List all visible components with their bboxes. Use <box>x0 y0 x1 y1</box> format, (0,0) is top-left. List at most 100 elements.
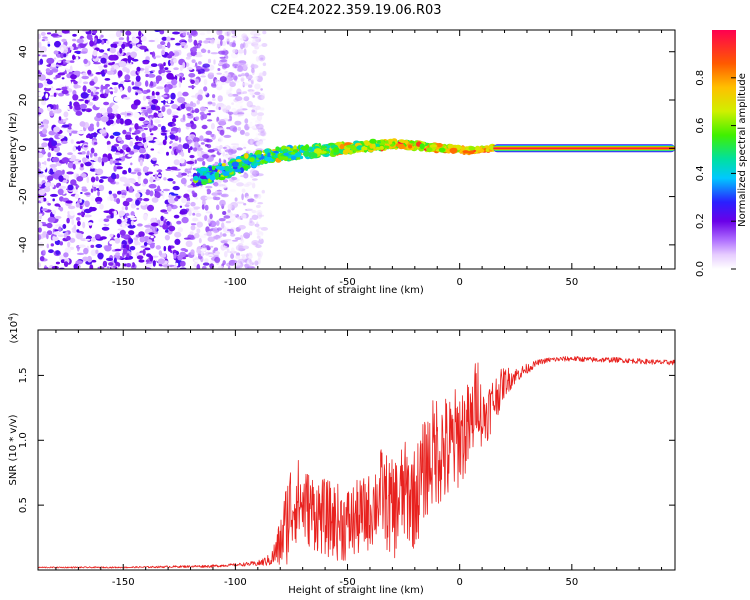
spectrogram-noise-blob <box>39 72 42 75</box>
spectrogram-noise-blob <box>133 112 140 119</box>
spectrogram-noise-blob <box>69 65 73 72</box>
spectrogram-noise-blob <box>110 91 114 95</box>
spectrogram-noise-blob <box>243 232 251 239</box>
spectrogram-noise-blob <box>257 132 263 136</box>
spectrogram-noise-blob <box>232 127 238 133</box>
spectrogram-noise-blob <box>255 204 261 209</box>
spectrogram-noise-blob <box>161 36 168 41</box>
spectrogram-noise-blob <box>223 227 231 234</box>
spectrogram-noise-blob <box>136 66 141 72</box>
spectrogram-noise-blob <box>251 262 254 266</box>
spectrogram-noise-blob <box>245 74 253 80</box>
spectrogram-noise-blob <box>74 193 80 200</box>
spectrogram-noise-blob <box>243 64 247 70</box>
spectrogram-noise-blob <box>125 197 133 202</box>
spectrogram-noise-blob <box>158 112 163 118</box>
spectrogram-noise-blob <box>239 129 245 135</box>
spectrogram-noise-blob <box>72 189 79 194</box>
spectrogram-noise-blob <box>61 77 65 80</box>
spectrogram-noise-blob <box>243 203 247 206</box>
spectrogram-noise-blob <box>172 117 177 123</box>
spectrogram-noise-blob <box>58 175 64 182</box>
spectrogram-noise-blob <box>164 211 169 214</box>
spectrogram-noise-blob <box>70 74 77 80</box>
spectrogram-noise-blob <box>38 189 46 196</box>
spectrogram-noise-blob <box>106 106 113 114</box>
spectrogram-noise-blob <box>256 33 261 36</box>
spectrogram-noise-blob <box>205 245 210 248</box>
spectrogram-noise-blob <box>173 67 179 71</box>
spectrogram-noise-blob <box>222 146 227 149</box>
spectrogram-noise-blob <box>219 149 224 154</box>
spectrogram-noise-blob <box>125 30 132 36</box>
spectrogram-noise-blob <box>198 68 205 74</box>
spectrogram-noise-blob <box>109 158 114 165</box>
spectrogram-noise-blob <box>77 130 85 135</box>
spectrogram-noise-blob <box>172 181 176 184</box>
spectrogram-noise-blob <box>154 188 162 192</box>
spectrogram-noise-blob <box>91 157 94 161</box>
spectrogram-noise-blob <box>95 101 103 108</box>
spectrogram-noise-blob <box>161 106 166 113</box>
spectrogram-noise-blob <box>181 172 188 176</box>
spectrogram-noise-blob <box>41 164 47 171</box>
spectrogram-noise-blob <box>98 218 106 223</box>
spectrogram-noise-blob <box>76 51 81 55</box>
spectrogram-noise-blob <box>144 263 153 268</box>
spectrogram-noise-blob <box>160 209 168 213</box>
spectrogram-noise-blob <box>205 130 213 135</box>
spectrogram-noise-blob <box>147 204 154 212</box>
spectrogram-noise-blob <box>73 101 80 108</box>
spectrogram-noise-blob <box>115 252 120 256</box>
spectrogram-noise-blob <box>172 115 179 119</box>
spectrogram-noise-blob <box>249 61 256 65</box>
spectrogram-noise-blob <box>120 81 125 84</box>
spectrogram-noise-blob <box>190 249 195 256</box>
spectrogram-noise-blob <box>58 67 66 73</box>
spectrogram-signal-blob <box>407 144 413 149</box>
spectrogram-noise-blob <box>58 185 67 189</box>
spectrogram-noise-blob <box>147 123 155 129</box>
spectrogram-noise-blob <box>161 49 166 56</box>
spectrogram-noise-blob <box>166 72 174 80</box>
spectrogram-noise-blob <box>96 112 102 119</box>
spectrogram-noise-blob <box>256 114 263 121</box>
spectrogram-noise-blob <box>50 243 54 247</box>
spectrogram-noise-blob <box>84 214 92 218</box>
spectrogram-noise-blob <box>203 44 209 50</box>
spectrogram-noise-blob <box>53 173 60 180</box>
spectrogram-noise-blob <box>56 152 62 156</box>
spectrogram-noise-blob <box>38 183 42 188</box>
spectrogram-noise-blob <box>114 237 121 244</box>
spectrogram-noise-blob <box>80 92 89 99</box>
spectrogram-noise-blob <box>99 203 104 210</box>
spectrogram-noise-blob <box>193 147 198 152</box>
spectrogram-noise-blob <box>89 80 95 86</box>
spectrogram-noise-blob <box>106 140 111 146</box>
spectrogram-noise-blob <box>164 135 168 141</box>
snr-panel: -150 -100 -50 0 50 0.5 1.0 1.5 Height of strai… <box>7 312 676 596</box>
spectrogram-noise-blob <box>252 76 259 81</box>
spectrogram-noise-blob <box>147 239 153 245</box>
spectrogram-noise-blob <box>187 85 196 89</box>
spectrogram-noise-blob <box>106 70 115 75</box>
spectrogram-noise-blob <box>204 144 209 147</box>
spectrogram-noise-blob <box>217 127 225 130</box>
spectrogram-noise-blob <box>150 222 159 227</box>
spectrogram-noise-blob <box>108 190 113 195</box>
spectrogram-signal-blob <box>314 148 322 154</box>
spectrogram-noise-blob <box>258 72 264 78</box>
x-tick-label: -50 <box>339 577 355 588</box>
spectrogram-noise-blob <box>241 73 246 77</box>
spectrogram-noise-blob <box>217 95 223 102</box>
spectrogram-noise-blob <box>139 236 145 243</box>
spectrogram-noise-blob <box>146 171 154 175</box>
spectrogram-noise-blob <box>47 202 51 206</box>
spectrogram-noise-blob <box>188 34 192 40</box>
x-tick-label: 50 <box>565 277 578 288</box>
spectrogram-noise-blob <box>190 135 195 139</box>
spectrogram-signal-blob <box>248 157 255 162</box>
spectrogram-noise-blob <box>218 106 221 111</box>
spectrogram-noise-blob <box>201 113 208 120</box>
spectrogram-noise-blob <box>205 185 213 189</box>
